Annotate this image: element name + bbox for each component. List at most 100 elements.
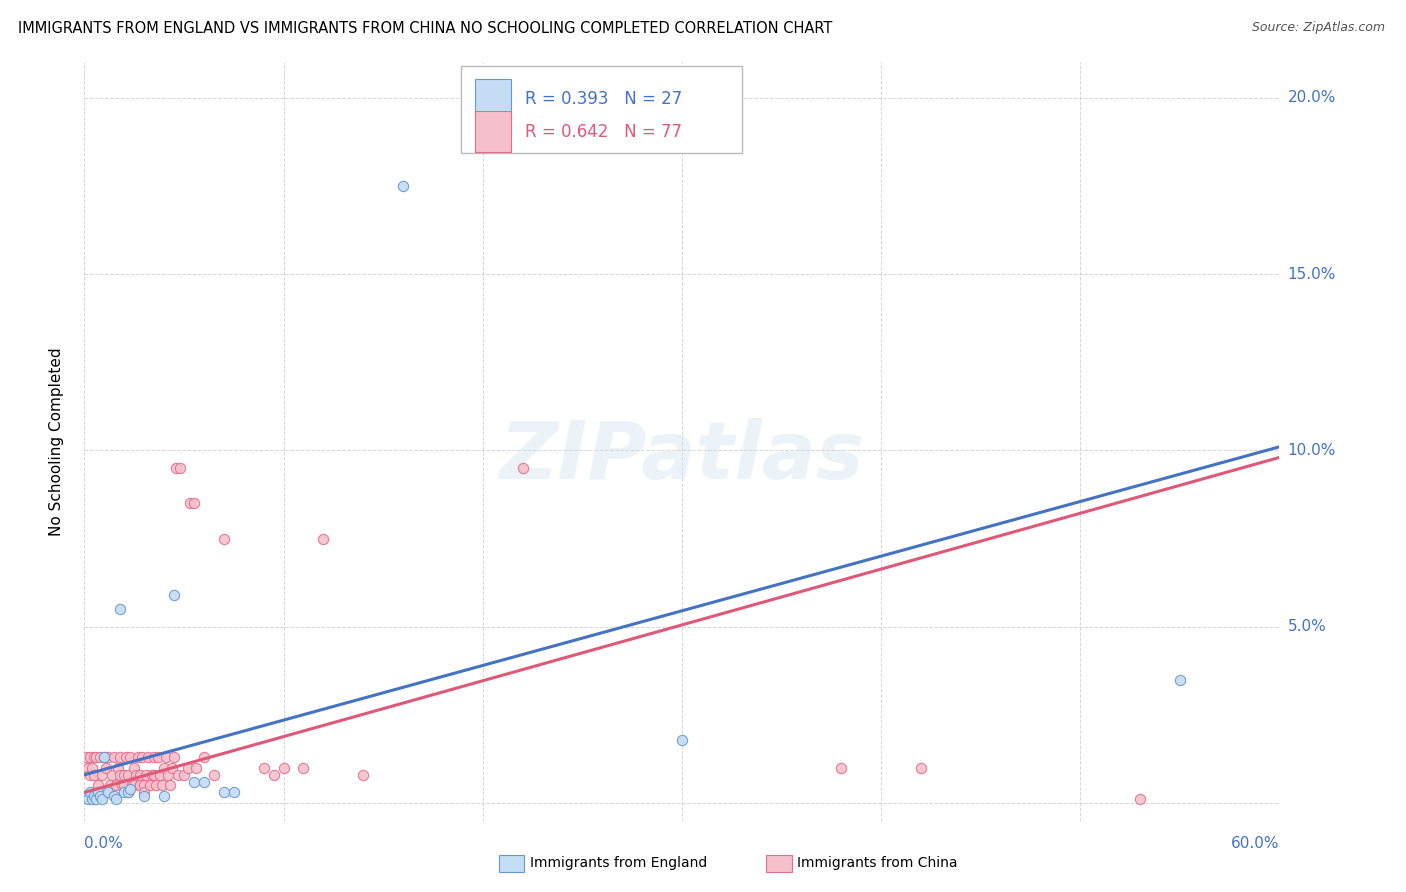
Point	[112, 778, 135, 792]
Bar	[475, 78, 510, 120]
Point	[143, 750, 166, 764]
Point	[86, 750, 108, 764]
Point	[112, 768, 135, 782]
Point	[212, 785, 235, 799]
Point	[129, 768, 152, 782]
Point	[149, 768, 172, 782]
Point	[120, 750, 142, 764]
Point	[103, 750, 125, 764]
Point	[143, 768, 166, 782]
Point	[105, 792, 128, 806]
Point	[97, 785, 120, 799]
Point	[163, 750, 186, 764]
Point	[830, 761, 852, 775]
Point	[153, 761, 176, 775]
Point	[82, 761, 104, 775]
Text: R = 0.642   N = 77: R = 0.642 N = 77	[526, 122, 682, 141]
Text: 5.0%: 5.0%	[1288, 619, 1326, 634]
Point	[89, 789, 111, 803]
Point	[96, 761, 118, 775]
Text: ZIPatlas: ZIPatlas	[499, 417, 865, 496]
Point	[139, 778, 162, 792]
Point	[155, 750, 177, 764]
Point	[253, 761, 276, 775]
Point	[169, 461, 191, 475]
Text: 15.0%: 15.0%	[1288, 267, 1336, 282]
Point	[135, 768, 157, 782]
Text: 0.0%: 0.0%	[84, 836, 124, 851]
Point	[75, 750, 97, 764]
Point	[101, 768, 124, 782]
Text: Source: ZipAtlas.com: Source: ZipAtlas.com	[1251, 21, 1385, 34]
Point	[93, 750, 115, 764]
Point	[150, 778, 173, 792]
Point	[83, 768, 105, 782]
Point	[86, 785, 108, 799]
Point	[202, 768, 225, 782]
Point	[83, 789, 105, 803]
Text: Immigrants from China: Immigrants from China	[797, 856, 957, 871]
Text: IMMIGRANTS FROM ENGLAND VS IMMIGRANTS FROM CHINA NO SCHOOLING COMPLETED CORRELAT: IMMIGRANTS FROM ENGLAND VS IMMIGRANTS FR…	[18, 21, 832, 36]
Point	[98, 778, 121, 792]
Point	[127, 750, 149, 764]
Point	[179, 496, 201, 510]
Point	[83, 750, 105, 764]
Point	[167, 768, 190, 782]
Point	[312, 532, 335, 546]
Point	[273, 761, 295, 775]
Point	[131, 750, 153, 764]
Point	[165, 461, 187, 475]
Point	[79, 750, 101, 764]
Point	[97, 750, 120, 764]
Point	[86, 792, 108, 806]
Point	[184, 761, 207, 775]
Point	[193, 775, 215, 789]
Point	[117, 785, 139, 799]
Point	[671, 732, 693, 747]
Point	[512, 461, 534, 475]
Point	[263, 768, 285, 782]
Point	[77, 792, 100, 806]
Point	[136, 750, 159, 764]
Point	[159, 778, 181, 792]
Point	[87, 778, 110, 792]
Point	[121, 778, 143, 792]
Point	[212, 532, 235, 546]
Point	[132, 785, 156, 799]
Point	[1129, 792, 1152, 806]
Point	[93, 785, 115, 799]
FancyBboxPatch shape	[461, 66, 742, 153]
Point	[110, 602, 132, 616]
Point	[82, 792, 104, 806]
Point	[183, 496, 205, 510]
Text: R = 0.393   N = 27: R = 0.393 N = 27	[526, 90, 682, 108]
Point	[117, 768, 139, 782]
Point	[110, 750, 132, 764]
Point	[110, 768, 132, 782]
Text: Immigrants from England: Immigrants from England	[530, 856, 707, 871]
Point	[132, 778, 156, 792]
Point	[222, 785, 245, 799]
Point	[75, 789, 97, 803]
Point	[145, 778, 167, 792]
Point	[292, 761, 315, 775]
Point	[122, 778, 145, 792]
Point	[111, 778, 134, 792]
Point	[1168, 673, 1191, 687]
Point	[122, 761, 145, 775]
Point	[146, 750, 169, 764]
Point	[107, 761, 129, 775]
Point	[177, 761, 200, 775]
Point	[157, 768, 180, 782]
Point	[79, 785, 101, 799]
Point	[352, 768, 374, 782]
Text: 10.0%: 10.0%	[1288, 442, 1336, 458]
Point	[105, 778, 128, 792]
Bar	[475, 111, 510, 153]
Point	[392, 178, 415, 193]
Point	[87, 785, 110, 799]
Point	[160, 761, 183, 775]
Point	[117, 785, 139, 799]
Point	[163, 588, 186, 602]
Point	[183, 775, 205, 789]
